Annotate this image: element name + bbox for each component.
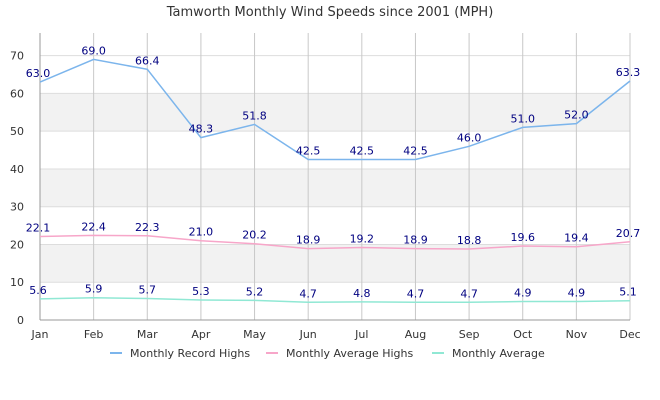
data-label: 63.3 — [616, 66, 641, 79]
x-tick-label: May — [243, 328, 266, 341]
y-tick-label: 20 — [10, 238, 24, 251]
y-tick-label: 60 — [10, 87, 24, 100]
data-label: 5.7 — [139, 283, 157, 296]
data-label: 19.2 — [350, 232, 375, 245]
y-tick-label: 40 — [10, 163, 24, 176]
series-line-2 — [39, 296, 631, 304]
plot-bands — [40, 93, 630, 283]
data-label: 5.3 — [192, 285, 210, 298]
series-line-1 — [39, 234, 631, 250]
data-label: 20.2 — [242, 229, 267, 242]
x-tick-label: Dec — [619, 328, 640, 341]
data-label: 5.9 — [85, 283, 103, 296]
y-tick-label: 70 — [10, 50, 24, 63]
data-label: 5.1 — [619, 286, 637, 299]
data-label: 4.9 — [514, 286, 532, 299]
data-label: 52.0 — [564, 109, 589, 122]
data-label: 63.0 — [26, 67, 51, 80]
x-tick-label: Sep — [459, 328, 480, 341]
x-tick-label: Jul — [354, 328, 368, 341]
x-tick-label: Nov — [566, 328, 588, 341]
plot-band — [40, 168, 630, 207]
legend-label: Monthly Average Highs — [286, 347, 413, 360]
x-tick-label: Aug — [405, 328, 426, 341]
data-label: 22.3 — [135, 221, 160, 234]
y-tick-label: 0 — [17, 314, 24, 327]
series-line-0 — [39, 58, 631, 161]
data-label: 18.9 — [403, 234, 428, 247]
y-tick-label: 50 — [10, 125, 24, 138]
data-label: 42.5 — [350, 145, 375, 158]
x-tick-label: Apr — [191, 328, 211, 341]
data-label: 42.5 — [296, 145, 321, 158]
data-label: 69.0 — [81, 44, 106, 57]
data-labels: 63.0 69.0 66.4 48.3 51.8 42.5 42.5 42.5 46.0 51.0… — [26, 44, 641, 300]
data-label: 19.4 — [564, 232, 589, 245]
data-label: 48.3 — [189, 123, 214, 136]
y-tick-label: 30 — [10, 201, 24, 214]
legend-label: Monthly Record Highs — [130, 347, 250, 360]
plot-band — [40, 93, 630, 132]
data-label: 51.8 — [242, 109, 267, 122]
x-tick-label: Mar — [137, 328, 158, 341]
axes: 0 10 20 30 40 50 60 70 Jan Feb Mar Apr May Jun Jul Aug S… — [10, 33, 641, 341]
x-tick-label: Oct — [513, 328, 533, 341]
plot-band — [40, 244, 630, 283]
chart-title: Tamworth Monthly Wind Speeds since 2001 … — [166, 5, 494, 20]
data-label: 22.4 — [81, 220, 106, 233]
series-lines — [39, 58, 631, 304]
data-label: 4.8 — [353, 287, 371, 300]
data-label: 66.4 — [135, 54, 160, 67]
data-label: 4.7 — [407, 287, 425, 300]
x-tick-label: Feb — [84, 328, 103, 341]
data-label: 46.0 — [457, 131, 482, 144]
data-label: 18.9 — [296, 234, 321, 247]
data-label: 42.5 — [403, 145, 428, 158]
legend: Monthly Record Highs Monthly Average High… — [110, 347, 545, 360]
legend-label: Monthly Average — [452, 347, 545, 360]
x-tick-label: Jun — [299, 328, 317, 341]
data-label: 51.0 — [510, 112, 535, 125]
x-tick-label: Jan — [31, 328, 49, 341]
data-label: 18.8 — [457, 234, 482, 247]
data-label: 5.6 — [29, 284, 47, 297]
data-label: 21.0 — [189, 226, 214, 239]
y-tick-label: 10 — [10, 276, 24, 289]
data-label: 4.7 — [299, 287, 317, 300]
data-label: 5.2 — [246, 285, 264, 298]
data-label: 20.7 — [616, 227, 641, 240]
data-label: 22.1 — [26, 222, 51, 235]
data-label: 19.6 — [510, 231, 535, 244]
data-label: 4.7 — [460, 287, 478, 300]
data-label: 4.9 — [568, 286, 586, 299]
